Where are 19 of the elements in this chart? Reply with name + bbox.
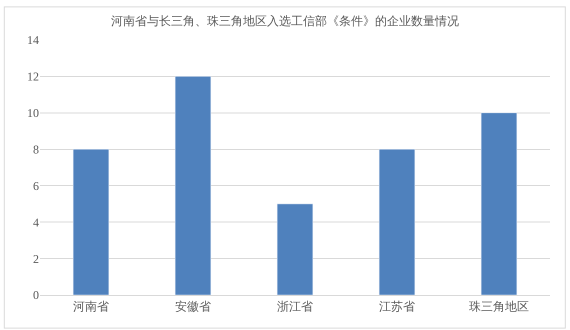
bar [72,149,110,295]
y-tick-label: 6 [33,178,39,193]
x-tick-label: 河南省 [73,299,109,314]
y-tick-label: 0 [33,288,39,302]
bar [174,76,212,295]
y-tick-label: 10 [27,106,39,120]
y-tick-label: 8 [33,142,39,156]
chart-title: 河南省与长三角、珠三角地区入选工信部《条件》的企业数量情况 [111,14,459,28]
x-tick-label: 珠三角地区 [469,299,529,314]
y-tick-label: 12 [27,70,39,84]
x-tick-label: 浙江省 [277,299,313,314]
bar [480,112,518,295]
bar [276,204,314,295]
y-tick-label: 14 [27,33,39,48]
y-tick-label: 2 [33,252,39,266]
bar [378,149,416,295]
x-tick-label: 江苏省 [379,299,415,314]
y-tick-label: 4 [33,215,39,230]
x-tick-label: 安徽省 [175,299,211,314]
